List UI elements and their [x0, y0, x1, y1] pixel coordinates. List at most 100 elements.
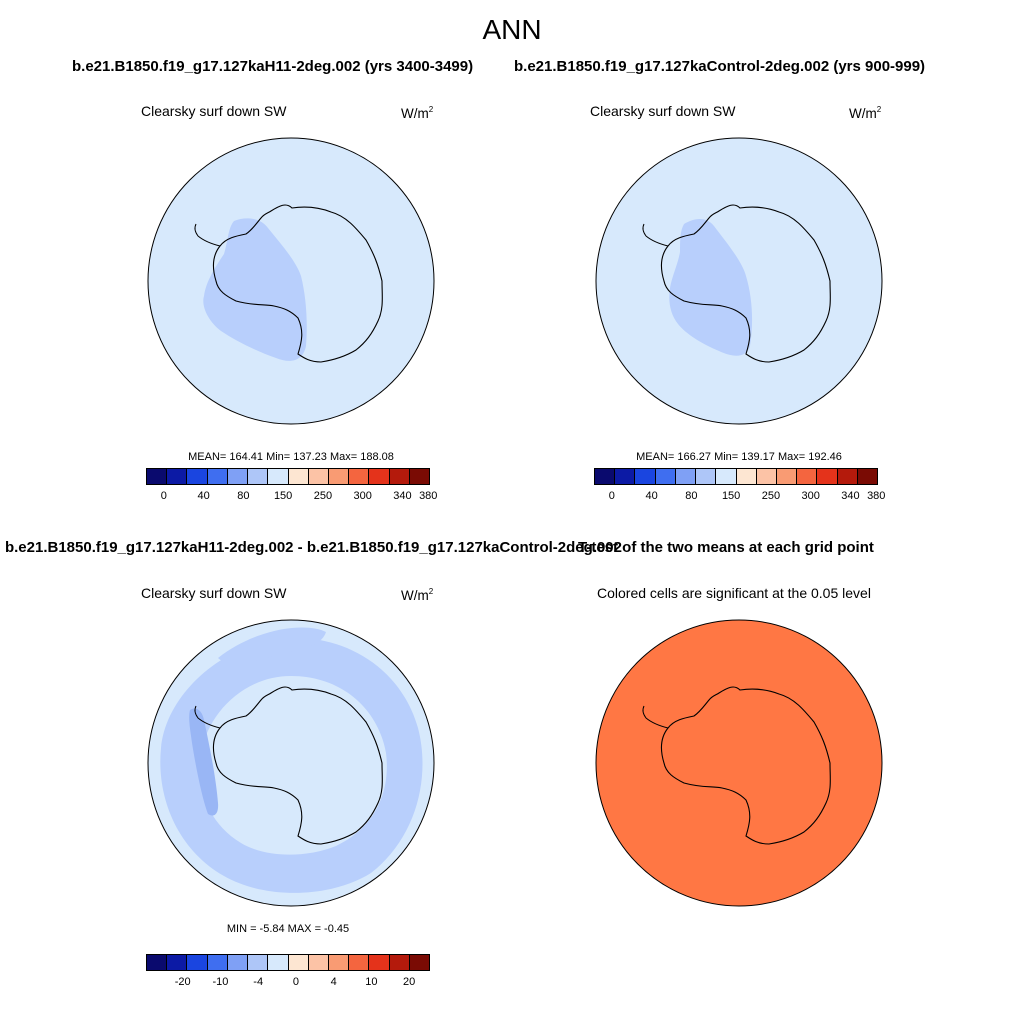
map-border-bottom-right	[595, 619, 883, 907]
colorbar-tick-label: 380	[419, 490, 438, 502]
map-border-top-left	[147, 137, 435, 425]
stats-bottom-left: MIN = -5.84 MAX = -0.45	[226, 923, 350, 935]
colorbar-swatch	[207, 955, 228, 970]
colorbar-swatch	[369, 955, 390, 970]
colorbar-swatch	[288, 955, 309, 970]
colorbar-swatch	[857, 469, 878, 484]
colorbar-swatch	[615, 469, 636, 484]
colorbar-tick-label: 150	[273, 490, 293, 502]
case-title-top-left: b.e21.B1850.f19_g17.127kaH11-2deg.002 (y…	[72, 58, 474, 75]
colorbar-tick-label: -4	[253, 976, 264, 988]
colorbar-swatch	[187, 955, 208, 970]
peninsula-outline-top-right	[642, 223, 669, 247]
main-title: ANN	[482, 14, 542, 45]
colorbar-swatch	[268, 955, 289, 970]
colorbar-swatch	[147, 469, 168, 484]
colorbar-swatch	[167, 955, 188, 970]
colorbar-swatch	[389, 955, 410, 970]
colorbar-swatch	[756, 469, 777, 484]
colorbar-tick-label: 0	[160, 490, 167, 502]
colorbar-swatch	[776, 469, 798, 484]
colorbar-swatch	[595, 469, 616, 484]
colorbar-tick-label: 250	[761, 490, 781, 502]
colorbar-swatch	[349, 469, 370, 484]
colorbar-swatch	[288, 469, 309, 484]
colorbar-swatch	[248, 469, 269, 484]
map-patch-ring-bottom-left	[160, 637, 423, 893]
colorbar-swatch	[328, 469, 350, 484]
peninsula-outline-bottom-right	[642, 705, 669, 729]
map-patch-top-right	[669, 219, 753, 356]
colorbar-tick-label: 20	[402, 976, 416, 988]
colorbar-tick-label: 40	[645, 490, 658, 502]
colorbar-top-left	[146, 468, 430, 485]
variable-label-top-right: Clearsky surf down SW	[590, 103, 736, 119]
map-border-bottom-left	[147, 619, 435, 907]
units-label-top-left: W/m2	[401, 105, 434, 121]
significance-note-bottom-right: Colored cells are significant at the 0.0…	[597, 585, 871, 601]
colorbar-swatch	[167, 469, 188, 484]
colorbar-swatch	[187, 469, 208, 484]
case-title-bottom-right: T-test of the two means at each grid poi…	[578, 539, 874, 556]
colorbar-tick-label: 40	[197, 490, 210, 502]
colorbar-swatch	[308, 955, 329, 970]
antarctica-outline-bottom-right	[660, 686, 831, 845]
colorbar-tick-label: 340	[393, 490, 412, 502]
colorbar-swatch	[349, 955, 370, 970]
colorbar-bottom-left	[146, 954, 430, 971]
colorbar-swatch	[207, 469, 228, 484]
map-border-top-right	[595, 137, 883, 425]
colorbar-swatch	[389, 469, 410, 484]
colorbar-swatch	[369, 469, 390, 484]
colorbar-swatch	[308, 469, 329, 484]
colorbar-swatch	[635, 469, 656, 484]
units-label-top-right: W/m2	[849, 105, 882, 121]
colorbar-tick-label: 250	[313, 490, 333, 502]
colorbar-swatch	[268, 469, 289, 484]
map-bottom-right	[595, 619, 883, 907]
case-title-top-right: b.e21.B1850.f19_g17.127kaControl-2deg.00…	[514, 58, 926, 75]
colorbar-swatch	[248, 955, 269, 970]
colorbar-swatch	[655, 469, 676, 484]
colorbar-tick-label: 4	[330, 976, 337, 988]
colorbar-ticks-top-right: 0 40 80 150 250 300 340 380	[594, 490, 886, 504]
colorbar-swatch	[696, 469, 717, 484]
colorbar-swatch	[227, 469, 249, 484]
map-patch-top-left	[203, 218, 307, 361]
colorbar-swatch	[409, 955, 430, 970]
variable-label-top-left: Clearsky surf down SW	[141, 103, 287, 119]
colorbar-swatch	[837, 469, 858, 484]
colorbar-swatch	[817, 469, 838, 484]
colorbar-tick-label: -20	[174, 976, 191, 988]
antarctica-outline-top-left	[212, 204, 383, 363]
colorbar-tick-label: 0	[608, 490, 615, 502]
map-top-right	[595, 137, 883, 425]
stats-top-left: MEAN= 164.41 Min= 137.23 Max= 188.08	[188, 451, 394, 463]
map-patch-dark-bottom-left	[189, 708, 219, 816]
colorbar-tick-label: 300	[801, 490, 820, 502]
map-background-bottom-right	[596, 620, 882, 906]
antarctica-outline-bottom-left	[212, 686, 383, 845]
colorbar-tick-label: 80	[237, 490, 250, 502]
colorbar-ticks-bottom-left: -20 -10 -4 0 4 10 20	[146, 976, 430, 990]
colorbar-swatch	[147, 955, 168, 970]
map-bottom-left	[147, 619, 435, 907]
colorbar-tick-label: 10	[365, 976, 378, 988]
variable-label-bottom-left: Clearsky surf down SW	[141, 585, 287, 601]
colorbar-swatch	[328, 955, 350, 970]
peninsula-outline-bottom-left	[194, 705, 221, 729]
colorbar-swatch	[797, 469, 818, 484]
case-title-bottom-left: b.e21.B1850.f19_g17.127kaH11-2deg.002 - …	[4, 539, 622, 556]
antarctica-outline-top-right	[660, 204, 831, 363]
colorbar-tick-label: 300	[353, 490, 372, 502]
colorbar-swatch	[675, 469, 697, 484]
colorbar-swatch	[736, 469, 757, 484]
colorbar-top-right	[594, 468, 878, 485]
map-patch-north-bottom-left	[218, 627, 326, 665]
colorbar-swatch	[227, 955, 249, 970]
colorbar-tick-label: 380	[867, 490, 886, 502]
map-top-left	[147, 137, 435, 425]
colorbar-tick-label: 0	[292, 976, 299, 988]
stats-top-right: MEAN= 166.27 Min= 139.17 Max= 192.46	[636, 451, 842, 463]
units-label-bottom-left: W/m2	[401, 587, 434, 603]
